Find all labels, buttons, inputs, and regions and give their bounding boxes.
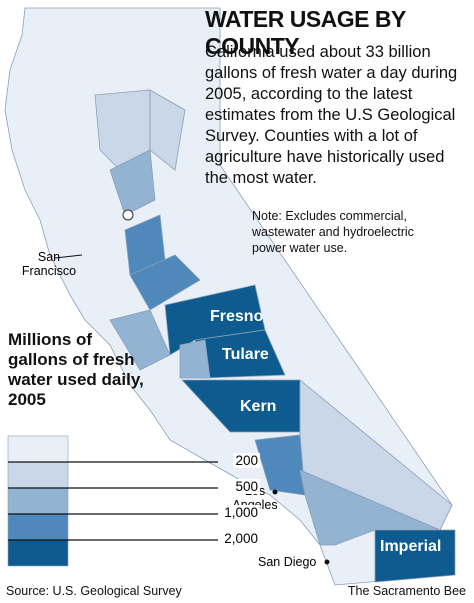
county: [149, 89, 186, 171]
county: [109, 309, 171, 371]
county: [129, 254, 201, 311]
legend-label: 2,000: [222, 531, 260, 546]
legend-title: Millions of gallons of fresh water used …: [8, 330, 144, 409]
legend-swatch: [7, 539, 69, 567]
city-dot: [324, 559, 330, 565]
city-label: San Francisco: [21, 250, 77, 278]
county-label: Tulare: [222, 346, 269, 363]
legend-swatch: [7, 513, 69, 541]
description: California used about 33 billion gallons…: [205, 43, 458, 187]
legend-swatch: [7, 435, 69, 463]
legend-label: 1,000: [222, 505, 260, 520]
legend-label: 200: [233, 453, 260, 468]
city-dot: [272, 489, 278, 495]
credit: The Sacramento Bee: [347, 584, 466, 598]
county-label: Fresno: [210, 308, 264, 325]
legend-swatch: [7, 487, 69, 515]
county: [109, 149, 156, 216]
county-shapes: [4, 7, 456, 586]
legend: [7, 435, 218, 567]
legend-swatch: [7, 461, 69, 489]
county: [374, 529, 456, 583]
title: WATER USAGE BY COUNTY: [205, 6, 406, 59]
legend-label: 500: [233, 479, 260, 494]
note: Note: Excludes commercial, wastewater an…: [252, 209, 414, 255]
leader-line: [54, 254, 83, 259]
city-label: San Diego: [258, 555, 317, 569]
capital-marker: [122, 209, 134, 221]
county: [179, 339, 211, 379]
source: Source: U.S. Geological Survey: [6, 584, 182, 598]
county-label: Kern: [240, 398, 277, 415]
county-label: Imperial: [380, 538, 442, 555]
